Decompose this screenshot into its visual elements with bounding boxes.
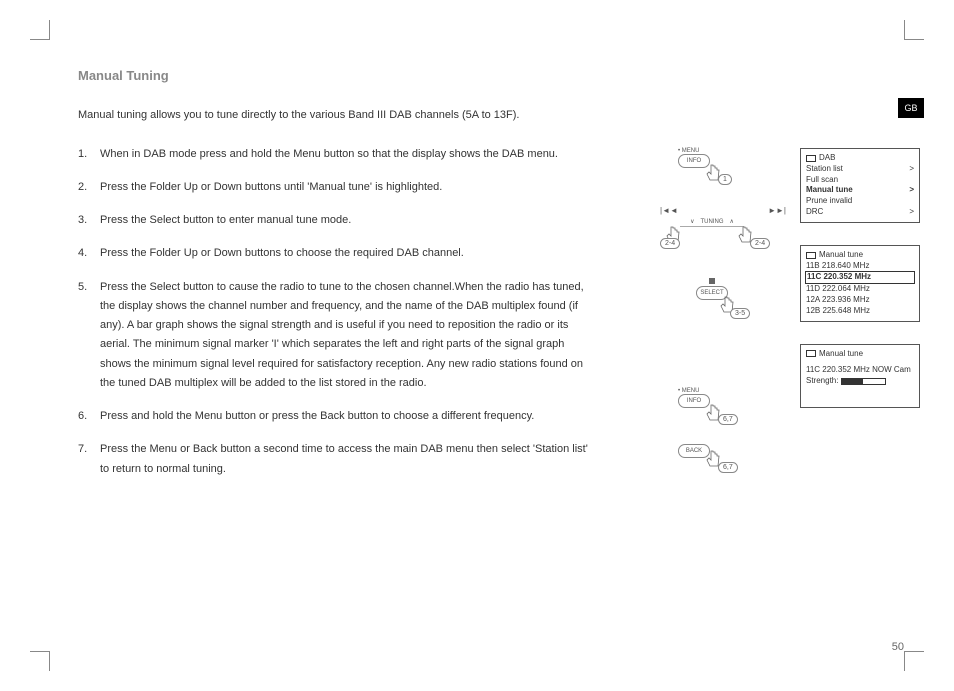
lcd-item: 11B 218.640 MHz	[806, 261, 869, 270]
step-item: Press the Folder Up or Down buttons to c…	[78, 244, 598, 263]
lcd-item: Manual tune	[806, 185, 853, 196]
lcd-header: Manual tune	[819, 349, 863, 360]
lcd-header: Manual tune	[819, 250, 863, 261]
page-number: 50	[892, 641, 904, 653]
chevron-right-icon: >	[909, 164, 914, 175]
step-item: Press the Select button to enter manual …	[78, 211, 598, 230]
step-item: Press and hold the Menu button or press …	[78, 407, 598, 426]
step-ref: 2-4	[750, 238, 770, 249]
tuning-label: ∨TUNING∧	[680, 218, 744, 227]
step-ref: 6,7	[718, 414, 738, 425]
skip-back-icon: |◄◄	[660, 206, 678, 215]
lcd-item: Prune invalid	[806, 196, 852, 207]
lcd-header: DAB	[819, 153, 835, 164]
signal-bar	[841, 378, 886, 385]
button-group-2: • MENU INFO 6,7 BACK 6,7	[660, 388, 780, 498]
page-title: Manual Tuning	[78, 68, 598, 83]
step-ref: 1	[718, 174, 732, 185]
stop-icon	[709, 278, 715, 284]
step-ref: 3-5	[730, 308, 750, 319]
steps-list: When in DAB mode press and hold the Menu…	[78, 145, 598, 479]
lcd-screens: DAB Station list > Full scan Manual tune >…	[800, 148, 930, 430]
skip-fwd-icon: ►►|	[768, 206, 786, 215]
lcd-item: Station list	[806, 164, 843, 175]
lcd-item: Full scan	[806, 175, 838, 186]
intro-text: Manual tuning allows you to tune directl…	[78, 107, 598, 125]
lcd-item: DRC	[806, 207, 823, 218]
menu-label: • MENU	[678, 148, 710, 154]
chevron-right-icon: >	[909, 207, 914, 218]
lcd-item: 12B 225.648 MHz	[806, 306, 870, 315]
radio-icon	[806, 252, 816, 259]
lcd-manual-tune-strength: Manual tune 11C 220.352 MHz NOW Cam Stre…	[800, 344, 920, 408]
radio-icon	[806, 155, 816, 162]
menu-label: • MENU	[678, 388, 710, 394]
lcd-item: 11D 222.064 MHz	[806, 284, 870, 293]
step-item: Press the Menu or Back button a second t…	[78, 440, 598, 479]
button-group-1: • MENU INFO 1 |◄◄ ►►| ∨TUNING∧ 2-4 2-4 S…	[660, 148, 780, 348]
step-ref: 2-4	[660, 238, 680, 249]
step-item: When in DAB mode press and hold the Menu…	[78, 145, 598, 164]
radio-icon	[806, 350, 816, 357]
lcd-item: 12A 223.936 MHz	[806, 295, 870, 304]
lcd-item: 11C 220.352 MHz	[807, 272, 871, 281]
lcd-dab-menu: DAB Station list > Full scan Manual tune >…	[800, 148, 920, 223]
gb-tab: GB	[898, 98, 924, 118]
lcd-freq-line: 11C 220.352 MHz NOW Cam	[806, 365, 914, 376]
step-ref: 6,7	[718, 462, 738, 473]
step-item: Press the Folder Up or Down buttons unti…	[78, 178, 598, 197]
strength-label: Strength:	[806, 376, 838, 385]
lcd-manual-tune-list: Manual tune 11B 218.640 MHz 11C 220.352 …	[800, 245, 920, 322]
chevron-right-icon: >	[909, 185, 914, 196]
main-content: Manual Tuning Manual tuning allows you t…	[78, 68, 598, 493]
step-item: Press the Select button to cause the rad…	[78, 278, 598, 394]
